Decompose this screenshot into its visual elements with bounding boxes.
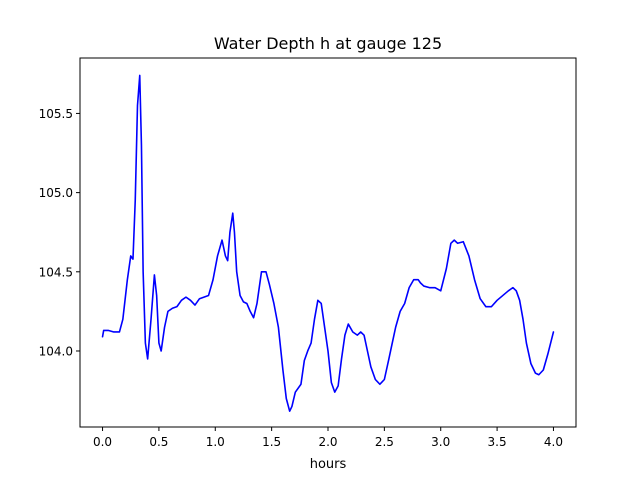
x-tick-label: 2.0 (318, 435, 337, 449)
y-tick-label: 105.0 (39, 186, 73, 200)
y-tick-label: 104.5 (39, 265, 73, 279)
x-axis-label: hours (310, 457, 347, 472)
x-tick-label: 1.0 (206, 435, 225, 449)
x-tick-label: 2.5 (375, 435, 394, 449)
series-line-0 (101, 74, 555, 412)
plot-area (101, 74, 555, 412)
x-tick-label: 0.0 (93, 435, 112, 449)
x-tick-label: 3.5 (488, 435, 507, 449)
x-tick-label: 0.5 (149, 435, 168, 449)
y-axis: 104.0 104.5 105.0 105.5 (39, 107, 80, 358)
x-tick-label: 3.0 (431, 435, 450, 449)
y-tick-label: 104.0 (39, 344, 73, 358)
x-tick-label: 4.0 (544, 435, 563, 449)
y-tick-label: 105.5 (39, 107, 73, 121)
plot-frame (79, 57, 577, 428)
x-axis: 0.0 0.5 1.0 1.5 2.0 2.5 3.0 3.5 4.0 (93, 427, 563, 449)
chart-title: Water Depth h at gauge 125 (214, 34, 442, 53)
x-tick-label: 1.5 (262, 435, 281, 449)
